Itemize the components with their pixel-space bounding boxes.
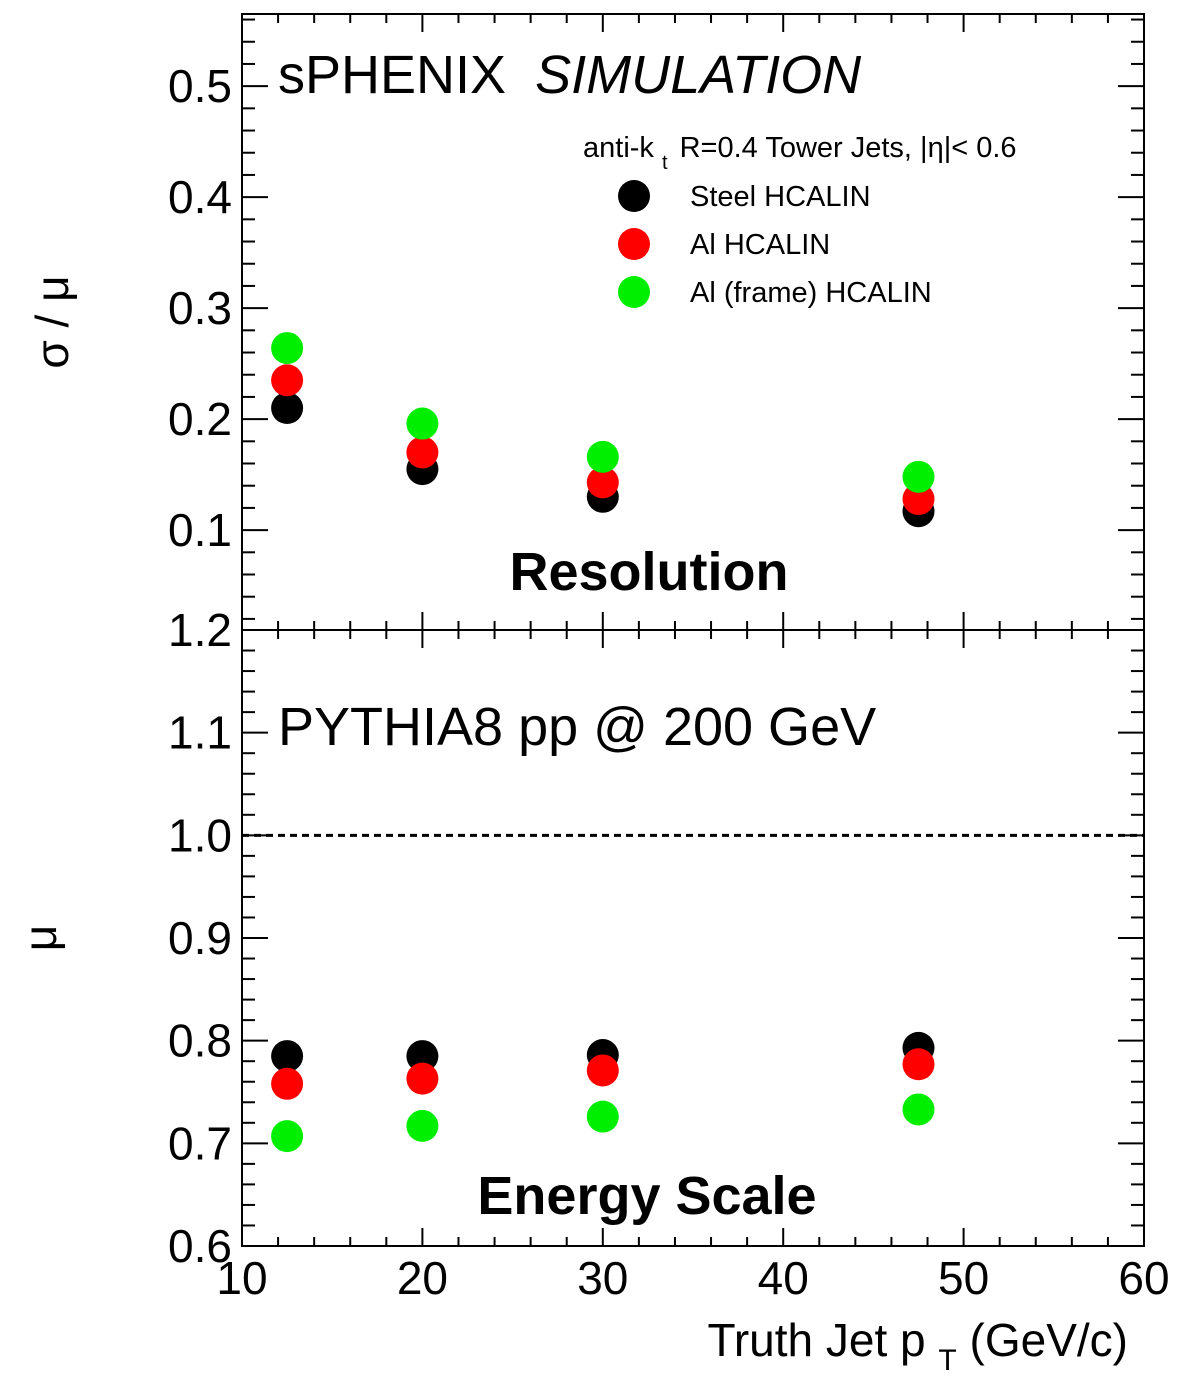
top-panel: 0.1 0.2 0.3 0.4 0.5 σ / μ sPHENIX SIMULATION… — [26, 13, 1145, 631]
top-y-tick-label: 0.2 — [168, 393, 232, 445]
bottom-y-tick-label: 0.7 — [168, 1117, 232, 1169]
bottom-y-tick-label: 1.1 — [168, 707, 232, 759]
legend-label: Al (frame) HCALIN — [690, 277, 932, 309]
bottom-data-point — [902, 1093, 935, 1126]
x-axis-title: Truth Jet p T (GeV/c) — [707, 1314, 1128, 1380]
legend-marker — [618, 180, 650, 212]
top-data-point — [586, 466, 619, 499]
legend-marker — [618, 276, 650, 308]
bottom-y-tick-label: 0.8 — [168, 1015, 232, 1067]
bottom-data-point — [586, 1100, 619, 1133]
bottom-y-axis-title: μ — [14, 925, 66, 952]
top-data-point — [902, 483, 935, 516]
x-axis-title-sub: T — [938, 1344, 956, 1377]
bottom-big-label: Energy Scale — [477, 1166, 816, 1226]
x-axis-title-main: Truth Jet p — [707, 1314, 925, 1366]
top-y-axis-title: σ / μ — [26, 275, 78, 368]
top-y-tick-label: 0.4 — [168, 171, 232, 223]
top-big-label: Resolution — [510, 542, 789, 602]
bottom-data-point — [271, 1067, 304, 1100]
top-header-italic: SIMULATION — [535, 45, 862, 105]
top-y-tick-labels: 0.1 0.2 0.3 0.4 0.5 — [168, 60, 232, 556]
top-y-tick-label: 0.1 — [168, 504, 232, 556]
legend-marker — [618, 228, 650, 260]
bottom-data-point — [271, 1040, 304, 1073]
bottom-y-tick-labels: 0.6 0.7 0.8 0.9 1.0 1.1 1.2 — [168, 604, 232, 1272]
bottom-data-point — [406, 1109, 439, 1142]
bottom-header: PYTHIA8 pp @ 200 GeV — [278, 697, 876, 757]
bottom-y-tick-label: 1.2 — [168, 604, 232, 656]
legend-header: anti-k t R=0.4 Tower Jets, |η|< 0.6 — [583, 132, 1017, 176]
top-data-point — [406, 436, 439, 469]
bottom-data-point — [406, 1062, 439, 1095]
bottom-data-point — [902, 1048, 935, 1081]
legend-label: Al HCALIN — [690, 229, 830, 261]
top-header: sPHENIX SIMULATION — [278, 45, 862, 105]
x-tick-label: 40 — [758, 1252, 809, 1304]
legend-header-sub: t — [662, 152, 668, 174]
top-data-point — [271, 392, 304, 425]
bottom-data-point — [586, 1054, 619, 1087]
legend-label: Steel HCALIN — [690, 181, 871, 213]
top-header-main: sPHENIX — [278, 45, 506, 105]
x-tick-label: 30 — [577, 1252, 628, 1304]
x-tick-label: 60 — [1118, 1252, 1169, 1304]
x-tick-label: 50 — [938, 1252, 989, 1304]
top-frame — [241, 13, 1145, 631]
top-data-points — [271, 332, 935, 528]
x-tick-label: 20 — [397, 1252, 448, 1304]
bottom-y-tick-label: 1.0 — [168, 809, 232, 861]
top-y-tick-label: 0.5 — [168, 60, 232, 112]
x-tick-labels: 10 20 30 40 50 60 — [216, 1252, 1169, 1304]
top-data-point — [271, 332, 304, 365]
legend-header-suffix: R=0.4 Tower Jets, |η|< 0.6 — [680, 132, 1017, 164]
top-data-point — [902, 460, 935, 493]
top-axis-ticks — [242, 14, 1144, 630]
legend: Steel HCALIN Al HCALIN Al (frame) HCALIN — [618, 180, 932, 309]
top-data-point — [406, 407, 439, 440]
bottom-axis-ticks — [242, 630, 1144, 1246]
bottom-data-point — [271, 1120, 304, 1153]
top-data-point — [271, 364, 304, 397]
legend-header-prefix: anti-k — [583, 132, 654, 164]
bottom-data-point — [406, 1040, 439, 1073]
bottom-panel: 0.6 0.7 0.8 0.9 1.0 1.1 1.2 10 20 30 40 50 60 μ PYT… — [14, 604, 1170, 1380]
top-data-point — [586, 440, 619, 473]
top-y-tick-label: 0.3 — [168, 282, 232, 334]
bottom-y-tick-label: 0.6 — [168, 1220, 232, 1272]
bottom-y-tick-label: 0.9 — [168, 912, 232, 964]
x-tick-label: 10 — [216, 1252, 267, 1304]
x-axis-title-suffix: (GeV/c) — [970, 1314, 1128, 1366]
bottom-data-points — [271, 1031, 935, 1153]
